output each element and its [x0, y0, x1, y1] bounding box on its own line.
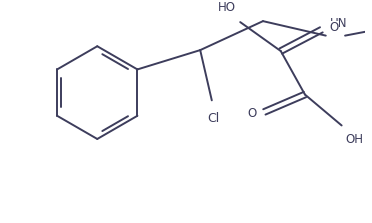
Text: HO: HO [218, 1, 236, 14]
Text: Cl: Cl [208, 112, 220, 125]
Text: O: O [247, 107, 257, 120]
Text: OH: OH [346, 133, 363, 146]
Text: HN: HN [330, 17, 347, 30]
Text: O: O [329, 21, 338, 34]
